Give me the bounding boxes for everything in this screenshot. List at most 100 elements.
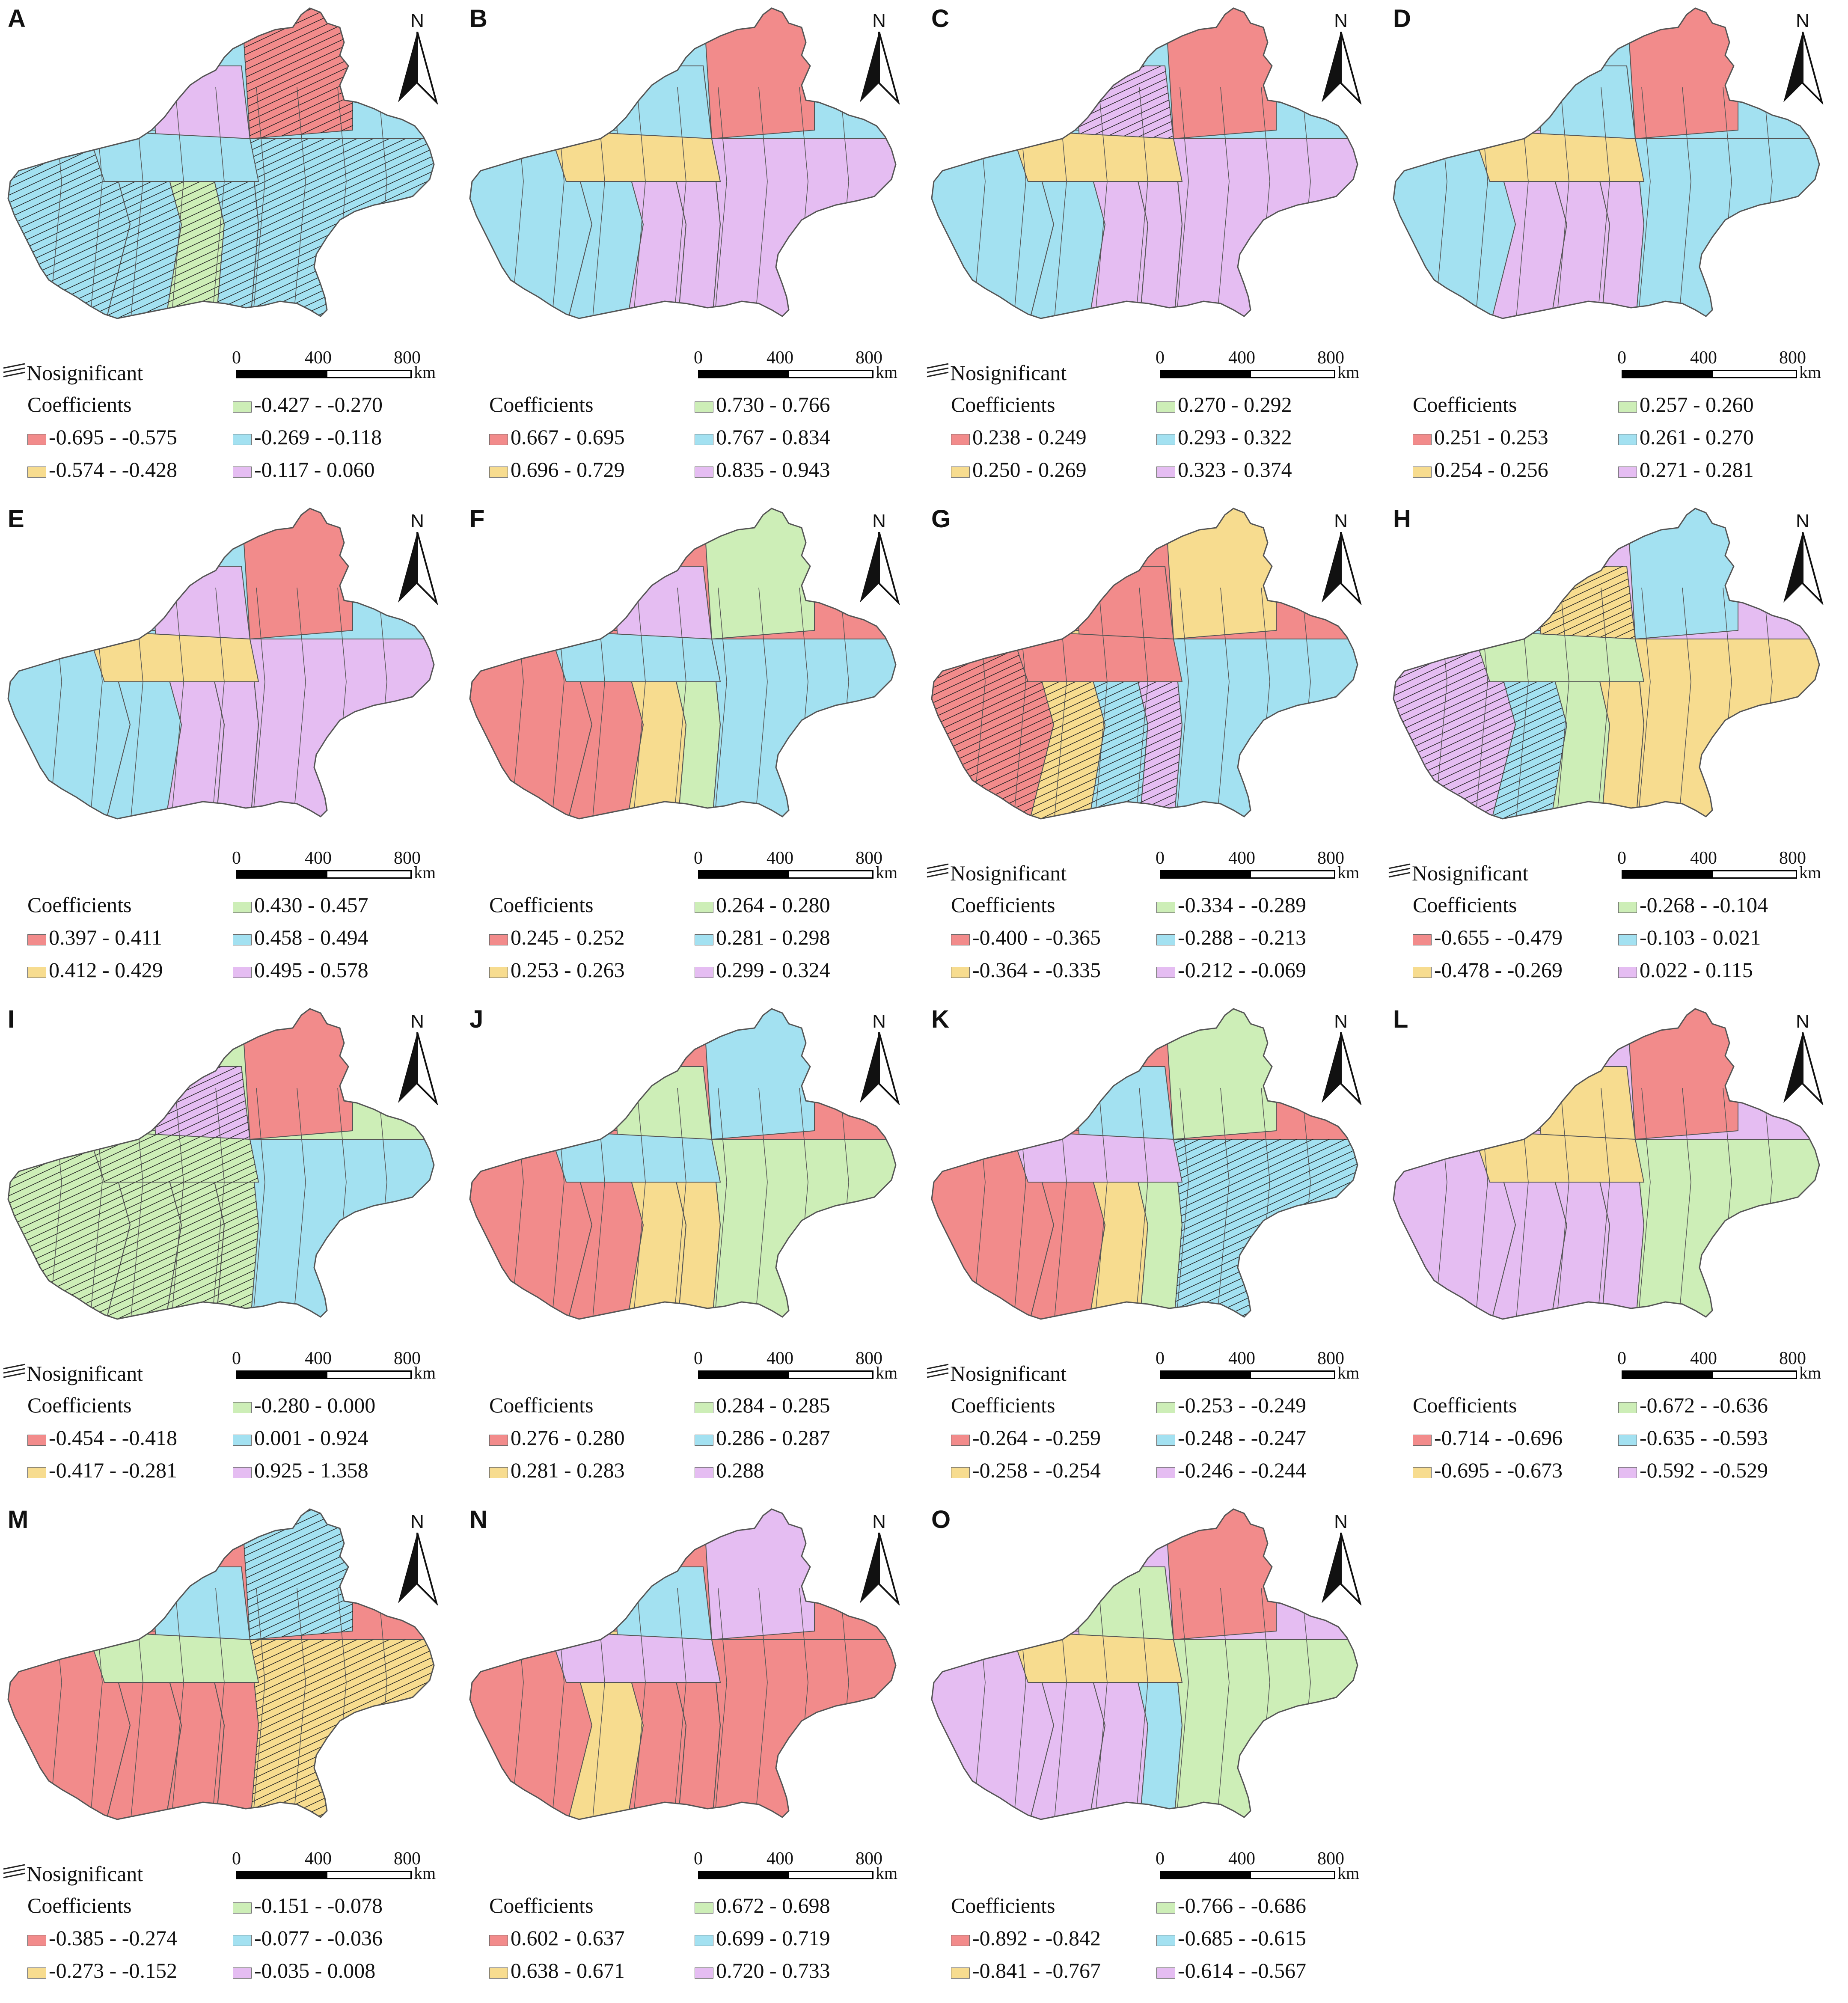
region-map — [469, 1008, 897, 1320]
county-boundary — [754, 1088, 768, 1319]
county-boundary — [754, 1588, 768, 1819]
panel-label: D — [1393, 5, 1411, 33]
legend-swatch — [1618, 1467, 1637, 1478]
nonsignificant-label: Nosignificant — [950, 861, 1067, 885]
legend-swatch — [489, 466, 508, 478]
scale-tick-label: 400 — [767, 848, 793, 868]
region-map — [7, 7, 435, 319]
county-boundary — [211, 1588, 225, 1819]
county-boundary — [292, 87, 306, 318]
scale-tick-label: 800 — [1779, 348, 1806, 368]
county-boundary — [1216, 587, 1230, 819]
scale-bar-black — [236, 1871, 326, 1879]
panel-label: M — [8, 1506, 29, 1533]
legend-swatch — [27, 466, 46, 478]
legend-range-label: 0.696 - 0.729 — [511, 458, 625, 481]
legend-swatch — [233, 1467, 252, 1478]
legend-range-label: -0.714 - -0.696 — [1434, 1426, 1563, 1450]
county-boundary — [1637, 1088, 1651, 1319]
map-zone — [86, 1630, 259, 1683]
north-label: N — [1796, 10, 1809, 31]
legend-swatch — [695, 1467, 713, 1478]
legend-entry: -0.364 - -0.335 — [951, 957, 1101, 982]
legend-range-label: -0.685 - -0.615 — [1178, 1926, 1306, 1950]
scale-unit: km — [1799, 863, 1821, 882]
legend-title: Coefficients — [27, 1893, 132, 1917]
legend-range-label: 0.264 - 0.280 — [716, 893, 830, 917]
legend-range-label: 0.495 - 0.578 — [254, 958, 368, 982]
county-boundary — [1094, 587, 1108, 819]
legend-entry: -0.400 - -0.365 — [951, 925, 1101, 950]
scale-tick-label: 0 — [232, 348, 241, 368]
north-label: N — [410, 1511, 424, 1532]
county-boundary — [1678, 587, 1691, 819]
scale-bar-white — [1711, 1370, 1797, 1379]
legend-swatch — [1618, 466, 1637, 478]
legend-entry: 0.699 - 0.719 — [695, 1926, 830, 1950]
legend-entry: -0.253 - -0.249 — [1156, 1393, 1306, 1418]
legend-swatch — [1618, 1434, 1637, 1446]
map-zone — [548, 630, 721, 682]
legend-swatch — [27, 1434, 46, 1446]
legend-range-label: -0.766 - -0.686 — [1178, 1893, 1306, 1917]
legend-swatch — [489, 1434, 508, 1446]
county-boundary — [1135, 87, 1148, 318]
scale-bar-white — [326, 870, 412, 879]
county-boundary — [1175, 1588, 1189, 1819]
legend-entry: -0.427 - -0.270 — [233, 392, 383, 417]
legend-range-label: 0.299 - 0.324 — [716, 958, 830, 982]
map-zone — [548, 1130, 721, 1183]
legend-range-label: -0.117 - 0.060 — [254, 458, 375, 481]
scale-unit: km — [414, 1863, 436, 1883]
map-zone — [702, 1509, 815, 1640]
map-zone — [1164, 1009, 1277, 1140]
map-zone — [1626, 8, 1738, 140]
legend-range-label: -0.253 - -0.249 — [1178, 1393, 1306, 1417]
map-zone — [702, 8, 815, 140]
legend-entry: 0.238 - 0.249 — [951, 425, 1087, 449]
map-zone — [1173, 639, 1358, 819]
scale-bar: 0 400 800 km — [1617, 836, 1821, 883]
scale-bar: 0 400 800 km — [232, 1336, 436, 1383]
scale-tick-label: 400 — [767, 1349, 793, 1368]
legend-range-label: 0.672 - 0.698 — [716, 1893, 830, 1917]
map-zone — [1472, 1130, 1645, 1183]
scale-bar-black — [698, 870, 788, 879]
scale-bar-black — [1160, 870, 1250, 879]
nonsignificant-label: Nosignificant — [1412, 861, 1529, 885]
legend-swatch — [951, 1434, 970, 1446]
north-arrow: N — [856, 511, 903, 605]
scale-bar-white — [1250, 1370, 1335, 1379]
legend-range-label: -0.212 - -0.069 — [1178, 958, 1306, 982]
legend-range-label: 0.767 - 0.834 — [716, 425, 830, 449]
legend-title: Coefficients — [489, 1393, 594, 1417]
legend-entry: 0.264 - 0.280 — [695, 892, 830, 917]
legend-swatch — [951, 934, 970, 945]
legend-entry: 0.835 - 0.943 — [695, 457, 830, 482]
map-panel-b: B N 0 400 800 km Coefficients 0.667 - 0.695 0.69… — [463, 2, 925, 502]
county-boundary — [1094, 1588, 1108, 1819]
legend-swatch — [1413, 466, 1432, 478]
hatch-legend-icon — [3, 1364, 25, 1378]
map-panel-k: K N 0 400 800 km Nosignificant Coefficients -0.2… — [925, 1002, 1387, 1503]
scale-tick-label: 800 — [394, 1849, 421, 1869]
county-boundary — [1216, 87, 1230, 318]
legend-range-label: -0.280 - 0.000 — [254, 1393, 376, 1417]
county-boundary — [211, 87, 225, 318]
legend-entry: -0.478 - -0.269 — [1413, 957, 1563, 982]
county-boundary — [673, 587, 686, 819]
map-zone — [1626, 508, 1738, 640]
map-zone — [702, 1009, 815, 1140]
panel-label: F — [469, 505, 485, 533]
scale-bar-black — [236, 370, 326, 378]
map-zone — [702, 508, 815, 640]
map-zone — [1164, 508, 1277, 640]
county-boundary — [292, 1088, 306, 1319]
scale-bar: 0 400 800 km — [1617, 1336, 1821, 1383]
county-boundary — [170, 1588, 184, 1819]
legend-swatch — [233, 934, 252, 945]
map-zone — [86, 129, 259, 182]
legend-swatch — [1156, 401, 1175, 413]
legend-entry: 0.286 - 0.287 — [695, 1425, 830, 1450]
legend-entry: 0.281 - 0.283 — [489, 1458, 625, 1483]
